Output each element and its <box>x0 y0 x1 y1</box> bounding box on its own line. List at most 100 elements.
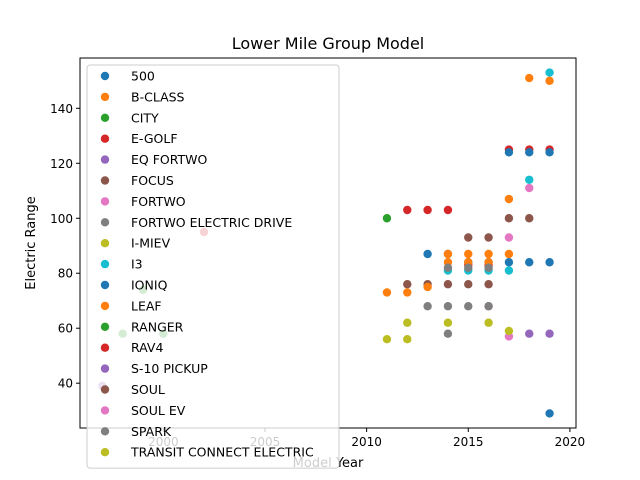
point-7-2 <box>464 302 473 311</box>
point-7-1 <box>443 302 453 311</box>
point-0-0 <box>423 249 432 259</box>
point-0-6 <box>545 258 554 267</box>
point-0-5 <box>525 258 534 267</box>
point-8-0 <box>382 335 392 344</box>
point-10-0 <box>504 148 514 157</box>
legend-marker-10 <box>100 280 110 290</box>
point-5-6 <box>525 214 534 223</box>
legend: 500 B-CLASS CITY E-GOLF EQ FORTWO FOCUS FORTWO… <box>86 64 340 469</box>
point-5-2 <box>443 280 453 289</box>
y-tick-label-0: 40 <box>58 377 73 391</box>
legend-marker-18 <box>100 448 110 457</box>
legend-marker-17 <box>100 427 110 436</box>
point-15-1 <box>484 233 493 242</box>
legend-marker-3 <box>100 134 110 143</box>
point-13-3 <box>443 205 453 215</box>
legend-label-6: FORTWO <box>131 194 186 209</box>
legend-marker-2 <box>100 113 110 123</box>
point-8-4 <box>504 326 514 336</box>
legend-marker-11 <box>100 301 110 311</box>
legend-label-0: 500 <box>131 69 155 84</box>
legend-label-16: SOUL EV <box>131 403 186 418</box>
point-17-0 <box>443 263 453 272</box>
y-tick-label-2: 80 <box>58 267 73 281</box>
y-tick-label-5: 140 <box>50 102 73 116</box>
legend-marker-16 <box>100 406 110 415</box>
point-1-2 <box>484 249 493 259</box>
point-8-2 <box>443 318 453 327</box>
point-11-7 <box>525 73 534 83</box>
y-tick-label-3: 100 <box>50 212 73 226</box>
x-tick-label-2: 2010 <box>351 435 382 449</box>
legend-label-13: RAV4 <box>131 340 163 355</box>
point-10-2 <box>545 148 554 157</box>
y-tick-label-1: 60 <box>58 322 73 336</box>
point-8-5 <box>403 335 412 344</box>
ticks-layer: 20002005201020152020406080100120140 <box>50 102 585 449</box>
legend-marker-6 <box>100 197 110 206</box>
point-13-2 <box>423 205 432 215</box>
legend-label-9: I3 <box>131 257 143 272</box>
point-17-2 <box>484 263 493 272</box>
legend-label-15: SOUL <box>131 382 165 397</box>
y-axis-label: Electric Range <box>24 196 39 290</box>
legend-marker-7 <box>100 218 110 227</box>
point-1-3 <box>504 249 514 259</box>
point-7-3 <box>484 302 493 311</box>
point-5-5 <box>504 214 514 223</box>
point-10-1 <box>525 148 534 157</box>
point-8-3 <box>484 318 493 327</box>
point-9-4 <box>525 175 534 184</box>
point-6-3 <box>525 183 534 193</box>
legend-marker-12 <box>100 322 110 331</box>
legend-label-3: E-GOLF <box>131 131 178 146</box>
legend-label-1: B-CLASS <box>131 89 185 104</box>
legend-label-8: I-MIEV <box>131 236 171 251</box>
point-5-0 <box>403 280 412 289</box>
legend-label-4: EQ FORTWO <box>131 152 208 167</box>
legend-marker-0 <box>100 71 110 81</box>
point-7-0 <box>423 302 432 311</box>
point-2-0 <box>382 214 392 223</box>
legend-box <box>86 64 340 469</box>
legend-marker-4 <box>100 155 110 164</box>
legend-label-14: S-10 PICKUP <box>131 361 208 376</box>
point-9-5 <box>545 68 554 77</box>
legend-label-5: FOCUS <box>131 173 174 188</box>
point-11-6 <box>504 194 514 204</box>
point-11-2 <box>423 282 432 292</box>
legend-marker-15 <box>100 385 110 394</box>
point-11-1 <box>403 288 412 297</box>
legend-marker-5 <box>100 176 110 185</box>
legend-label-12: RANGER <box>131 319 184 334</box>
legend-label-18: TRANSIT CONNECT ELECTRIC <box>130 445 314 460</box>
point-8-1 <box>403 318 412 327</box>
point-4-0 <box>525 329 534 338</box>
legend-marker-9 <box>100 259 110 269</box>
point-1-1 <box>464 249 473 259</box>
point-9-3 <box>504 266 514 275</box>
point-17-1 <box>464 263 473 272</box>
point-5-3 <box>464 280 473 289</box>
point-15-0 <box>464 233 473 242</box>
legend-label-17: SPARK <box>131 424 172 439</box>
point-5-4 <box>484 280 493 289</box>
y-tick-label-4: 120 <box>50 157 73 171</box>
x-tick-label-3: 2015 <box>453 435 484 449</box>
legend-label-2: CITY <box>131 110 159 125</box>
point-1-0 <box>443 249 453 259</box>
legend-label-10: IONIQ <box>131 278 168 293</box>
point-11-8 <box>545 76 554 86</box>
legend-label-11: LEAF <box>131 298 162 313</box>
point-11-0 <box>382 288 392 297</box>
chart-title: Lower Mile Group Model <box>232 34 424 53</box>
legend-marker-1 <box>100 92 110 102</box>
legend-marker-13 <box>100 343 110 352</box>
legend-marker-14 <box>100 364 110 373</box>
x-tick-label-4: 2020 <box>555 435 586 449</box>
legend-marker-8 <box>100 239 110 248</box>
point-10-3 <box>545 409 554 418</box>
point-7-4 <box>443 329 453 338</box>
point-4-1 <box>545 329 554 338</box>
